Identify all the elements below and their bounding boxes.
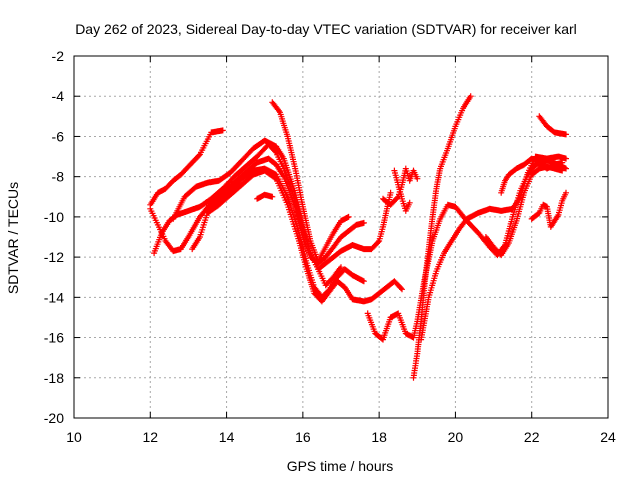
plot-border <box>73 55 609 419</box>
data-marker <box>189 167 405 305</box>
y-tick-label: -8 <box>52 169 65 185</box>
y-tick-label: -16 <box>44 330 64 346</box>
x-axis-title: GPS time / hours <box>287 458 394 474</box>
data-points <box>147 93 569 381</box>
data-marker <box>536 113 569 138</box>
series-track-4 <box>170 137 344 289</box>
x-tick-label: 20 <box>448 429 464 445</box>
data-marker <box>269 99 352 265</box>
data-marker <box>418 153 569 343</box>
data-marker <box>170 137 344 289</box>
y-axis-title: SDTVAR / TECUs <box>5 182 21 294</box>
x-tick-label: 18 <box>371 429 387 445</box>
data-marker <box>147 127 226 208</box>
y-tick-label: -14 <box>44 289 64 305</box>
series-track-10 <box>410 93 474 381</box>
y-tick-label: -18 <box>44 370 64 386</box>
series-track-8 <box>269 99 352 265</box>
series-track-16 <box>536 113 569 138</box>
x-tick-label: 22 <box>524 429 540 445</box>
series-track-7 <box>254 191 276 202</box>
chart-title: Day 262 of 2023, Sidereal Day-to-day VTE… <box>75 21 577 37</box>
data-marker <box>410 93 474 381</box>
y-tick-label: -4 <box>52 88 65 104</box>
series-track-17 <box>528 189 569 230</box>
y-tick-label: -6 <box>52 128 65 144</box>
y-tick-label: -2 <box>52 48 65 64</box>
x-tick-label: 24 <box>600 429 616 445</box>
series-track-15 <box>482 163 566 259</box>
data-marker <box>528 189 569 230</box>
x-tick-label: 10 <box>66 429 82 445</box>
x-tick-label: 12 <box>142 429 158 445</box>
data-marker <box>482 163 566 259</box>
data-marker <box>254 191 276 202</box>
series-track-3 <box>147 127 226 208</box>
axis-ticks: 10 12 14 16 18 20 22 24 -2 -4 -6 -8 -10 -12 -14 -16 -18 -… <box>44 48 616 445</box>
y-tick-label: -20 <box>44 410 64 426</box>
data-marker <box>391 167 413 214</box>
y-tick-label: -10 <box>44 209 64 225</box>
x-tick-label: 16 <box>295 429 311 445</box>
series-track-13 <box>391 167 413 214</box>
series-track-6 <box>189 167 405 305</box>
x-tick-label: 14 <box>219 429 235 445</box>
y-tick-label: -12 <box>44 249 64 265</box>
series-track-11 <box>418 153 569 343</box>
